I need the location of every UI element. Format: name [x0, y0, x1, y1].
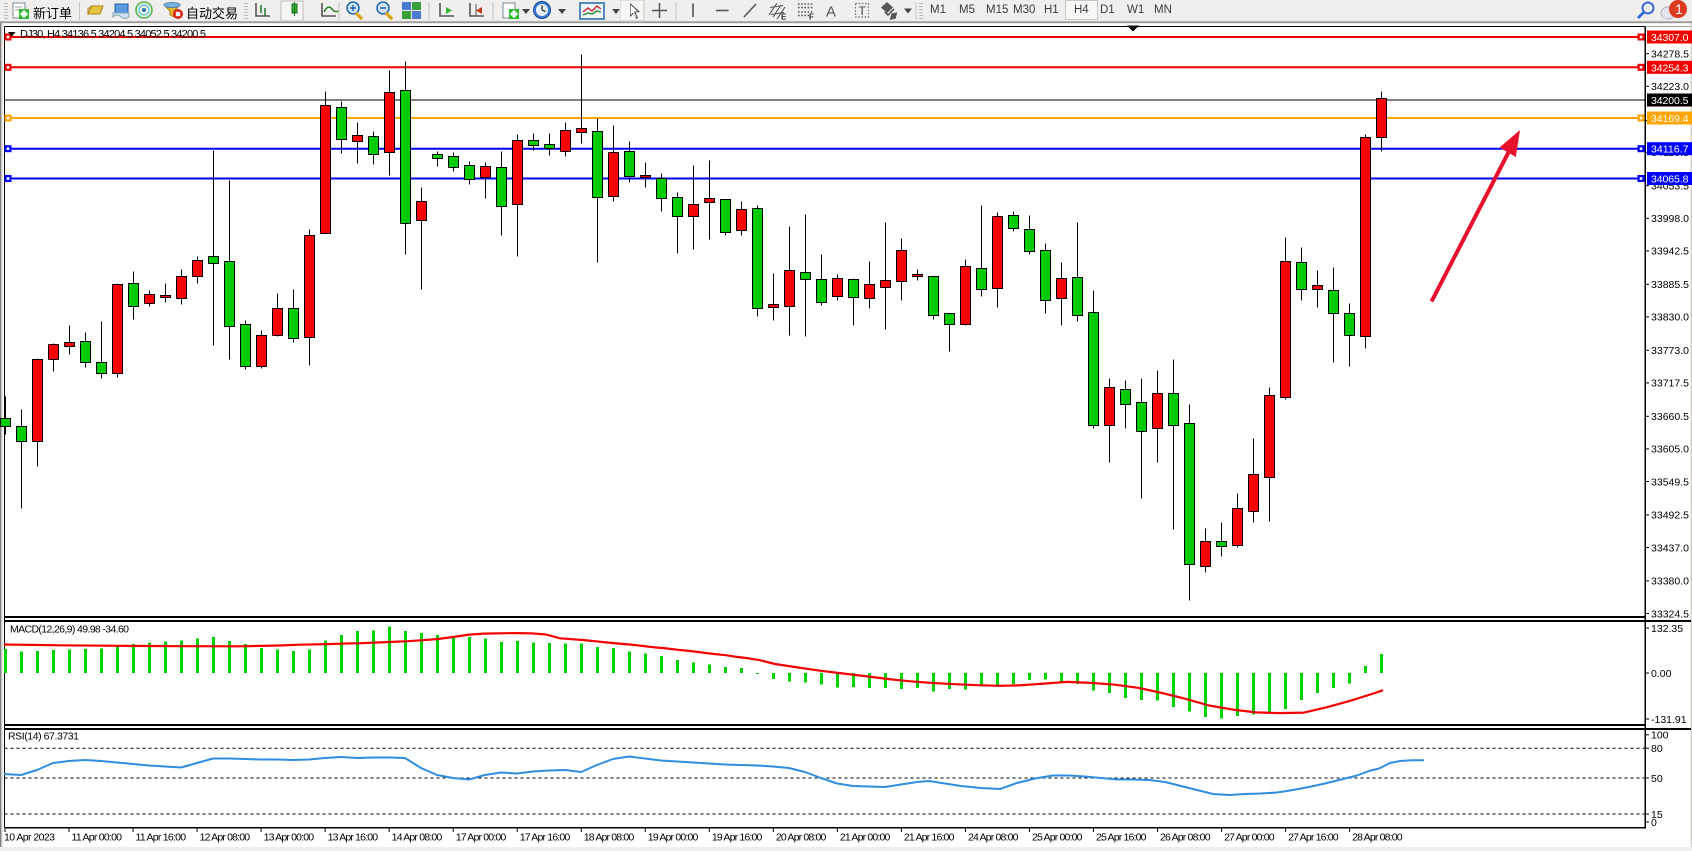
svg-text:33998.0: 33998.0 [1651, 213, 1689, 225]
svg-text:33605.0: 33605.0 [1651, 444, 1689, 456]
svg-text:10 Apr 2023: 10 Apr 2023 [4, 832, 55, 844]
svg-text:-131.91: -131.91 [1651, 714, 1687, 726]
svg-text:F: F [809, 13, 814, 22]
svg-text:0.00: 0.00 [1651, 668, 1672, 680]
svg-text:33942.5: 33942.5 [1651, 246, 1689, 258]
svg-text:34116.7: 34116.7 [1651, 144, 1689, 156]
svg-text:34254.3: 34254.3 [1651, 62, 1689, 74]
svg-text:26 Apr 08:00: 26 Apr 08:00 [1160, 832, 1211, 844]
svg-text:17 Apr 00:00: 17 Apr 00:00 [456, 832, 507, 844]
svg-text:34200.5: 34200.5 [1651, 95, 1689, 107]
svg-text:21 Apr 00:00: 21 Apr 00:00 [840, 832, 891, 844]
svg-text:100: 100 [1651, 730, 1669, 742]
svg-text:1: 1 [1675, 1, 1683, 17]
svg-text:33885.5: 33885.5 [1651, 279, 1689, 291]
svg-text:12 Apr 08:00: 12 Apr 08:00 [200, 832, 251, 844]
svg-text:MACD(12,26,9) 49.98 -34.60: MACD(12,26,9) 49.98 -34.60 [10, 624, 129, 636]
svg-text:17 Apr 16:00: 17 Apr 16:00 [520, 832, 571, 844]
svg-text:34169.4: 34169.4 [1651, 113, 1689, 125]
svg-text:20 Apr 08:00: 20 Apr 08:00 [776, 832, 827, 844]
svg-text:27 Apr 00:00: 27 Apr 00:00 [1224, 832, 1275, 844]
svg-text:33660.5: 33660.5 [1651, 411, 1689, 423]
svg-text:13 Apr 16:00: 13 Apr 16:00 [328, 832, 379, 844]
svg-text:34065.8: 34065.8 [1651, 174, 1689, 186]
svg-text:34307.0: 34307.0 [1651, 32, 1689, 44]
svg-text:14 Apr 08:00: 14 Apr 08:00 [392, 832, 443, 844]
svg-text:13 Apr 00:00: 13 Apr 00:00 [264, 832, 315, 844]
svg-text:80: 80 [1651, 743, 1663, 755]
svg-text:RSI(14) 67.3731: RSI(14) 67.3731 [8, 731, 79, 743]
svg-text:33549.5: 33549.5 [1651, 476, 1689, 488]
svg-text:11 Apr 16:00: 11 Apr 16:00 [136, 832, 187, 844]
svg-text:19 Apr 00:00: 19 Apr 00:00 [648, 832, 699, 844]
svg-text:T: T [859, 4, 867, 18]
svg-text:33773.0: 33773.0 [1651, 345, 1689, 357]
svg-text:33437.0: 33437.0 [1651, 542, 1689, 554]
svg-text:34223.0: 34223.0 [1651, 81, 1689, 93]
svg-text:33380.0: 33380.0 [1651, 576, 1689, 588]
svg-text:21 Apr 16:00: 21 Apr 16:00 [904, 832, 955, 844]
svg-text:132.35: 132.35 [1651, 623, 1683, 635]
svg-text:DJ30, H4 34136.5 34204.5 3405: DJ30, H4 34136.5 34204.5 34052.5 34200.5 [20, 29, 206, 41]
svg-text:24 Apr 08:00: 24 Apr 08:00 [968, 832, 1019, 844]
svg-text:0: 0 [1651, 817, 1657, 829]
svg-text:E: E [781, 13, 787, 22]
svg-text:19 Apr 16:00: 19 Apr 16:00 [712, 832, 763, 844]
svg-text:34278.5: 34278.5 [1651, 49, 1689, 61]
svg-text:33324.5: 33324.5 [1651, 608, 1689, 620]
svg-text:25 Apr 16:00: 25 Apr 16:00 [1096, 832, 1147, 844]
svg-text:50: 50 [1651, 773, 1663, 785]
svg-text:15: 15 [1651, 809, 1663, 821]
svg-text:33717.5: 33717.5 [1651, 378, 1689, 390]
svg-text:25 Apr 00:00: 25 Apr 00:00 [1032, 832, 1083, 844]
svg-text:11 Apr 00:00: 11 Apr 00:00 [72, 832, 123, 844]
svg-text:33830.0: 33830.0 [1651, 312, 1689, 324]
svg-text:33492.5: 33492.5 [1651, 510, 1689, 522]
svg-text:27 Apr 16:00: 27 Apr 16:00 [1288, 832, 1339, 844]
svg-text:18 Apr 08:00: 18 Apr 08:00 [584, 832, 635, 844]
svg-text:A: A [826, 4, 836, 21]
svg-text:28 Apr 08:00: 28 Apr 08:00 [1352, 832, 1403, 844]
